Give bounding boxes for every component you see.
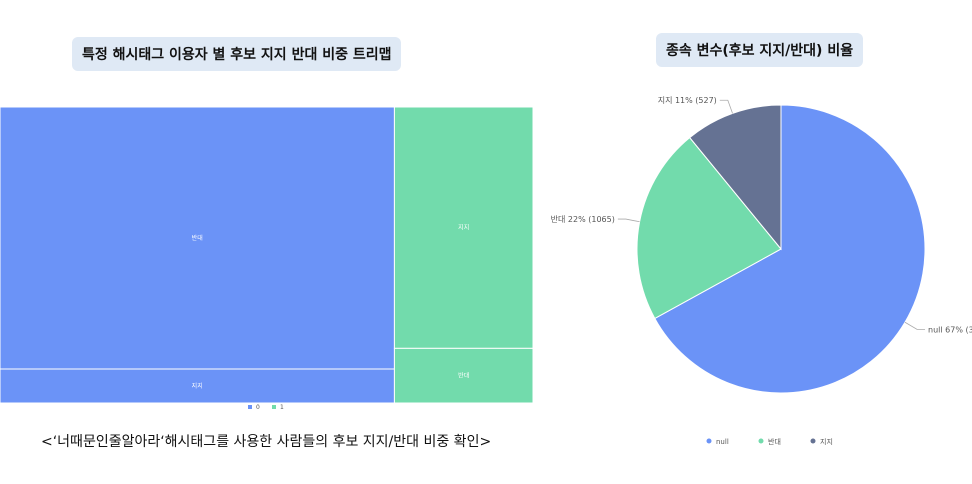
pie-legend-swatch — [758, 438, 764, 444]
pie-slice-label: 반대 22% (1065) — [551, 215, 615, 224]
pie-legend-label: 지지 — [820, 437, 833, 446]
pie-slice-label: null 67% (3231) — [928, 325, 972, 334]
treemap-legend-label: 0 — [256, 404, 260, 411]
treemap-cell-label: 지지 — [192, 382, 203, 390]
chart-caption: <‘너때문인줄알아라‘해시태그를 사용한 사람들의 후보 지지/반대 비중 확인… — [41, 434, 492, 450]
pie-label-line — [904, 321, 926, 330]
treemap-cell-label: 반대 — [458, 372, 469, 380]
treemap-cell-1-0 — [393, 106, 534, 349]
treemap-cell-1-1 — [393, 347, 534, 404]
pie-slice-0 — [654, 104, 926, 394]
pie-legend-label: null — [716, 438, 729, 446]
treemap-title: 특정 해시태그 이용자 별 후보 지지 반대 비중 트리맵 — [72, 37, 402, 71]
treemap-legend-label: 1 — [280, 404, 284, 411]
treemap-legend-swatch — [272, 405, 276, 409]
pie-legend-label: 반대 — [768, 437, 781, 446]
pie-legend: null 반대 지지 — [706, 437, 833, 446]
treemap-cell-label: 지지 — [458, 224, 469, 232]
pie-label-line — [617, 218, 640, 223]
treemap-legend-swatch — [248, 405, 252, 409]
pie-legend-swatch — [706, 438, 712, 444]
treemap-cell-label: 반대 — [192, 234, 203, 242]
pie-label-line — [719, 99, 733, 114]
pie-chart: null 67% (3231) 반대 22% (1065) 지지 11% (527) — [551, 96, 972, 394]
pie-slice-label: 지지 11% (527) — [658, 96, 717, 105]
pie-legend-swatch — [810, 438, 816, 444]
pie-chart-title: 종속 변수(후보 지지/반대) 비율 — [656, 33, 864, 67]
